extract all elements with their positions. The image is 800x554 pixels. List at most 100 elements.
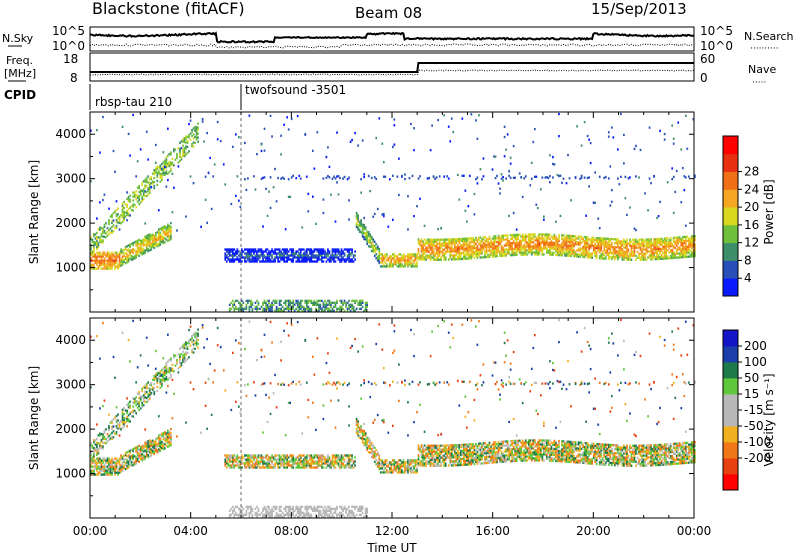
power-echo-cell [399,257,402,260]
power-echo-cell [127,256,130,259]
power-echo-cell [558,112,560,116]
power-echo-cell [515,233,518,237]
power-echo-cell [290,260,293,263]
power-echo-cell [163,241,166,244]
power-echo-cell [580,176,583,179]
power-echo-cell [127,244,130,247]
power-echo-cell [191,134,193,138]
power-echo-cell [375,247,378,250]
power-echo-cell [654,240,657,243]
power-echo-cell [616,240,619,243]
velocity-echo-cell [230,507,233,510]
power-echo-cell [301,299,304,302]
power-echo-cell [139,243,142,247]
power-echo-cell [396,175,399,178]
power-echo-cell [571,240,574,244]
power-echo-cell [247,258,249,261]
power-echo-cell [145,242,148,246]
power-echo-cell [475,250,477,254]
velocity-echo-cell [112,418,115,421]
power-echo-cell [417,250,420,253]
velocity-echo-cell [147,455,150,459]
power-echo-cell [236,248,239,251]
power-echo-cell [520,245,523,248]
velocity-echo-cell [266,462,269,465]
power-echo-cell [339,252,341,255]
power-echo-cell [447,244,450,247]
power-echo-cell [459,255,462,259]
power-echo-cell [340,258,343,261]
power-echo-cell [336,299,338,302]
power-echo-cell [523,177,526,180]
power-echo-cell [413,255,415,258]
velocity-echo-cell [259,456,261,459]
power-echo-cell [355,215,358,219]
power-echo-cell [132,191,134,194]
power-echo-cell [453,244,456,247]
power-echo-cell [355,307,358,310]
power-echo-cell [405,261,408,264]
power-echo-cell [502,234,504,237]
power-echo-cell [324,303,326,306]
power-echo-cell [449,254,452,257]
power-echo-cell [321,307,323,310]
power-echo-cell [115,257,118,260]
power-echo-cell [348,252,350,255]
power-echo-cell [313,167,316,170]
power-echo-cell [429,256,432,259]
power-echo-cell [549,181,551,184]
power-echo-cell [363,175,366,179]
power-echo-cell [434,238,436,241]
velocity-echo-cell [265,464,267,467]
velocity-echo-cell [97,457,100,460]
power-echo-cell [425,250,427,253]
power-echo-cell [351,252,353,255]
velocity-echo-cell [228,456,231,459]
power-echo-cell [139,245,142,249]
y-tick-label: 4000 [55,127,86,141]
power-echo-cell [458,251,461,255]
power-echo-cell [99,238,101,241]
power-echo-cell [684,245,687,249]
power-echo-cell [618,246,621,249]
velocity-echo-cell [96,451,98,455]
velocity-echo-cell [138,452,141,456]
velocity-echo-cell [269,458,272,461]
power-echo-cell [147,241,150,245]
power-echo-cell [404,173,406,176]
power-echo-cell [271,250,273,253]
power-echo-cell [595,256,598,260]
power-echo-cell [663,251,666,254]
power-echo-cell [612,250,615,253]
power-echo-cell [103,251,106,254]
velocity-echo-cell [269,460,272,463]
power-echo-cell [589,256,592,259]
power-echo-cell [473,242,476,246]
velocity-echo-cell [179,355,181,359]
velocity-echo-cell [227,456,230,459]
power-echo-cell [322,260,325,263]
power-echo-cell [399,261,402,264]
power-echo-cell [438,242,441,245]
power-echo-cell [647,240,649,243]
power-echo-cell [663,132,666,136]
power-echo-cell [295,307,298,310]
power-echo-cell [342,307,344,310]
power-echo-cell [441,250,444,253]
power-echo-cell [260,260,263,263]
power-echo-cell [481,248,483,251]
power-echo-cell [364,226,367,229]
power-echo-cell [245,252,248,255]
power-echo-cell [242,250,245,253]
power-echo-cell [239,205,242,209]
velocity-echo-cell [257,456,260,459]
power-echo-cell [462,253,465,256]
power-echo-cell [511,247,513,251]
power-echo-cell [512,239,515,243]
power-echo-cell [245,260,248,263]
power-echo-cell [547,233,550,236]
power-echo-cell [225,248,228,251]
power-echo-cell [148,181,151,185]
power-echo-cell [236,256,239,259]
power-echo-cell [118,215,121,219]
